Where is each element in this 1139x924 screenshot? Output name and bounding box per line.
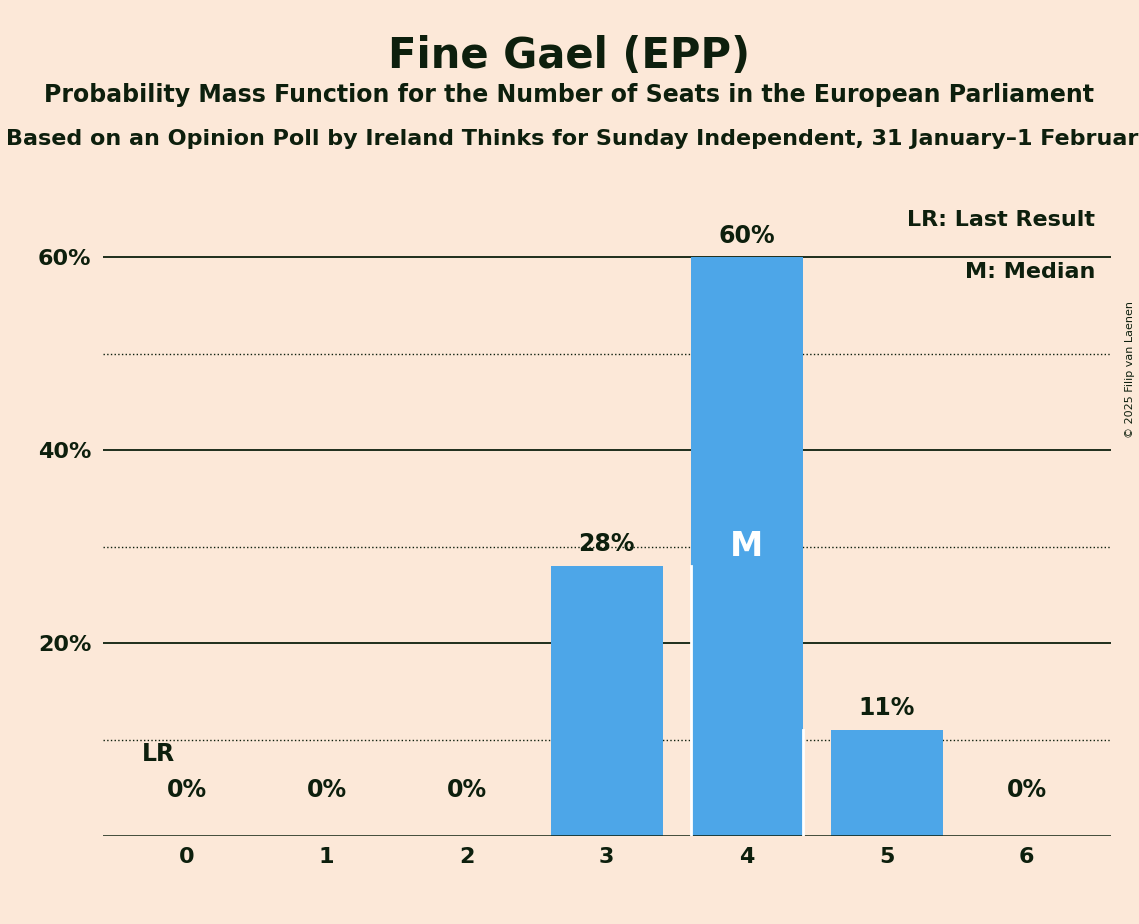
Bar <box>830 730 942 836</box>
Text: 0%: 0% <box>1007 778 1047 802</box>
Bar <box>550 566 663 836</box>
Text: M: M <box>730 530 763 564</box>
Text: M: Median: M: Median <box>965 262 1096 282</box>
Text: 0%: 0% <box>306 778 346 802</box>
Text: 11%: 11% <box>859 697 915 721</box>
Text: 0%: 0% <box>446 778 486 802</box>
Text: Probability Mass Function for the Number of Seats in the European Parliament: Probability Mass Function for the Number… <box>44 83 1095 107</box>
Text: 60%: 60% <box>719 224 775 248</box>
Text: © 2025 Filip van Laenen: © 2025 Filip van Laenen <box>1125 301 1134 438</box>
Text: LR: LR <box>141 742 174 766</box>
Bar <box>690 258 803 836</box>
Text: Based on an Opinion Poll by Ireland Thinks for Sunday Independent, 31 January–1 : Based on an Opinion Poll by Ireland Thin… <box>6 129 1139 150</box>
Text: LR: Last Result: LR: Last Result <box>908 210 1096 230</box>
Text: Fine Gael (EPP): Fine Gael (EPP) <box>388 35 751 77</box>
Text: 0%: 0% <box>166 778 206 802</box>
Text: 28%: 28% <box>579 532 634 556</box>
